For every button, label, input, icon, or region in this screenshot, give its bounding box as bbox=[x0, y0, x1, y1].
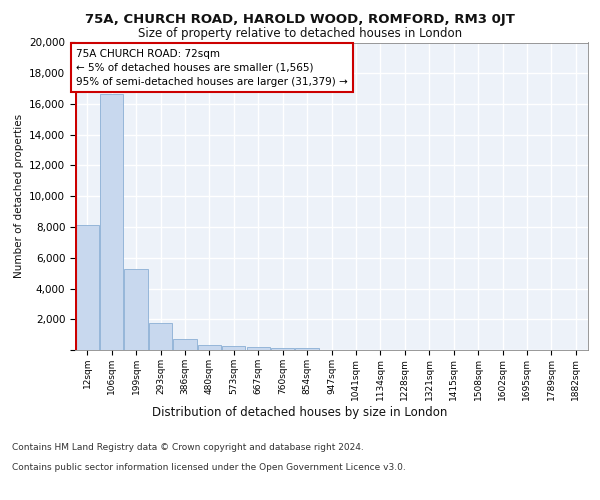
Bar bbox=[149, 323, 172, 350]
Text: Distribution of detached houses by size in London: Distribution of detached houses by size … bbox=[152, 406, 448, 419]
Text: Contains public sector information licensed under the Open Government Licence v3: Contains public sector information licen… bbox=[12, 464, 406, 472]
Text: Contains HM Land Registry data © Crown copyright and database right 2024.: Contains HM Land Registry data © Crown c… bbox=[12, 444, 364, 452]
Text: 75A CHURCH ROAD: 72sqm
← 5% of detached houses are smaller (1,565)
95% of semi-d: 75A CHURCH ROAD: 72sqm ← 5% of detached … bbox=[76, 48, 348, 86]
Bar bbox=[124, 268, 148, 350]
Bar bbox=[295, 348, 319, 350]
Text: 75A, CHURCH ROAD, HAROLD WOOD, ROMFORD, RM3 0JT: 75A, CHURCH ROAD, HAROLD WOOD, ROMFORD, … bbox=[85, 12, 515, 26]
Bar bbox=[173, 339, 197, 350]
Bar bbox=[198, 344, 221, 350]
Bar bbox=[222, 346, 245, 350]
Bar bbox=[247, 347, 270, 350]
Text: Size of property relative to detached houses in London: Size of property relative to detached ho… bbox=[138, 28, 462, 40]
Bar bbox=[100, 94, 123, 350]
Y-axis label: Number of detached properties: Number of detached properties bbox=[14, 114, 23, 278]
Bar bbox=[76, 224, 99, 350]
Bar bbox=[271, 348, 294, 350]
